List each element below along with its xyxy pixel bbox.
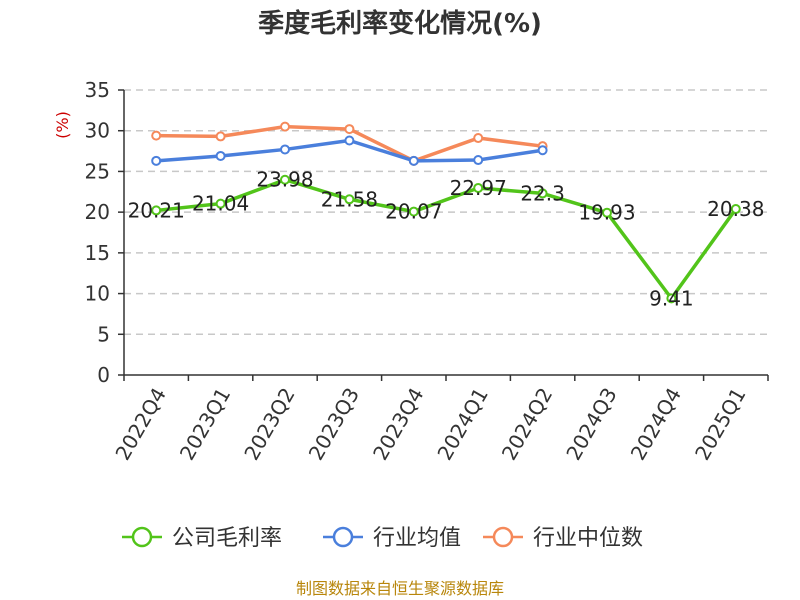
data-point	[602, 207, 612, 218]
data-point	[151, 205, 162, 216]
data-label: 20.07	[385, 200, 442, 224]
series-layer	[151, 121, 741, 304]
x-tick-label: 2024Q3	[561, 384, 621, 465]
x-tick-label: 2024Q2	[497, 384, 557, 465]
legend-swatch-marker	[492, 526, 514, 548]
x-tick-label: 2024Q4	[626, 384, 686, 465]
legend-label: 行业均值	[373, 526, 461, 551]
data-point	[151, 155, 162, 166]
x-tick-label: 2023Q3	[304, 384, 364, 465]
x-tick-label: 2023Q4	[368, 384, 428, 465]
data-point	[344, 135, 355, 146]
legend-item-0: 公司毛利率	[122, 526, 282, 551]
legend-label: 行业中位数	[533, 526, 643, 551]
y-tick-label: 5	[97, 322, 110, 346]
legend-label: 公司毛利率	[172, 526, 282, 551]
y-tick-label: 35	[85, 78, 110, 102]
series-0	[151, 174, 741, 304]
data-label: 9.41	[649, 286, 694, 310]
data-point	[473, 155, 484, 166]
data-label: 22.97	[450, 176, 507, 200]
x-tick-label: 2024Q1	[432, 384, 492, 465]
source-note: 制图数据来自恒生聚源数据库	[296, 579, 504, 598]
data-label: 19.93	[578, 201, 635, 225]
series-1	[151, 135, 548, 166]
x-tick-label: 2025Q1	[690, 384, 750, 465]
chart-title: 季度毛利率变化情况(%)	[258, 8, 542, 39]
legend-item-1: 行业均值	[323, 526, 461, 551]
data-point	[666, 293, 677, 304]
data-point	[344, 124, 355, 135]
series-line	[156, 177, 738, 301]
data-labels: 20.21 21.04 23.98 21.58 20.07 22.97 22.3 19.93 9…	[128, 168, 765, 311]
data-point	[408, 155, 419, 166]
data-label: 21.58	[321, 187, 378, 211]
data-label: 23.98	[256, 168, 313, 192]
y-tick-label: 30	[85, 119, 110, 143]
y-tick-label: 0	[97, 363, 110, 387]
y-axis-unit: (%)	[53, 111, 72, 139]
x-tick-label: 2023Q1	[175, 384, 235, 465]
y-tick-label: 10	[85, 282, 110, 306]
data-point	[280, 121, 290, 132]
data-point	[537, 188, 548, 199]
data-point	[215, 131, 226, 142]
data-point	[537, 145, 548, 156]
data-point	[151, 130, 162, 141]
data-point	[473, 133, 484, 144]
x-tick-label: 2022Q4	[110, 384, 170, 465]
data-point	[473, 182, 484, 193]
data-point	[730, 204, 741, 215]
data-point	[280, 144, 290, 155]
data-point	[280, 174, 290, 185]
data-point	[215, 198, 226, 209]
data-point	[408, 206, 419, 217]
data-label: 20.21	[128, 198, 185, 222]
y-tick-label: 20	[85, 200, 110, 224]
x-tick-label: 2023Q2	[239, 384, 299, 465]
legend-item-2: 行业中位数	[483, 526, 643, 551]
data-label: 22.3	[520, 181, 565, 205]
data-label: 20.38	[707, 197, 764, 221]
y-tick-label: 15	[85, 241, 110, 265]
y-tick-label: 25	[85, 159, 110, 183]
data-label: 21.04	[192, 192, 249, 216]
legend-swatch-marker	[332, 526, 354, 548]
legend: 公司毛利率 行业均值 行业中位数	[122, 526, 643, 551]
legend-swatch-marker	[131, 526, 153, 548]
data-point	[344, 194, 355, 205]
data-point	[215, 150, 226, 161]
